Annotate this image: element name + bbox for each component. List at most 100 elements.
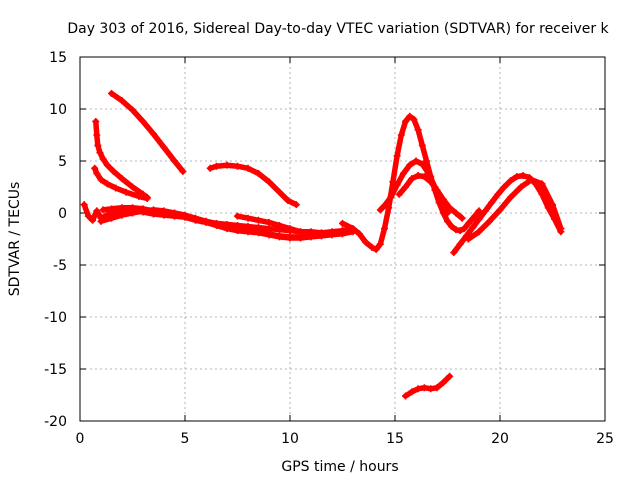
series-arc-4 (207, 162, 300, 208)
data-point (192, 216, 199, 224)
data-point (276, 188, 283, 196)
grid-layer (80, 57, 605, 421)
data-point (143, 194, 151, 202)
data-point (91, 164, 99, 172)
data-point (171, 157, 178, 165)
data-point (414, 172, 422, 180)
data-point (475, 207, 483, 215)
series-arc-11-points (395, 172, 466, 222)
data-point (80, 201, 88, 209)
data-point (544, 204, 552, 212)
data-point (150, 130, 157, 138)
data-point (150, 207, 157, 215)
data-point (433, 186, 441, 194)
data-point (93, 169, 101, 177)
data-point (452, 226, 460, 234)
series-arc-1-points (108, 89, 187, 175)
data-point (446, 372, 454, 380)
data-point (448, 223, 456, 231)
data-point (160, 209, 168, 217)
data-point (349, 225, 357, 233)
data-point (481, 207, 489, 215)
data-point (450, 249, 458, 257)
data-point (89, 216, 97, 224)
x-tick-label: 15 (386, 431, 404, 447)
data-point (414, 126, 422, 134)
data-point (286, 225, 294, 233)
data-point (265, 218, 273, 226)
data-point (276, 233, 283, 241)
data-point (402, 183, 409, 191)
data-point (410, 115, 418, 123)
data-point (460, 225, 468, 233)
data-point (418, 141, 426, 149)
data-point (389, 178, 397, 186)
y-tick-label: 10 (49, 102, 67, 118)
y-tick-label: -15 (44, 362, 67, 378)
series-arc-13 (465, 176, 564, 242)
data-point (118, 175, 126, 183)
series-arc-12 (451, 172, 564, 256)
data-point (427, 385, 435, 393)
y-tick-label: 5 (58, 154, 67, 170)
y-tick-label: 0 (58, 206, 67, 222)
data-point (395, 190, 403, 198)
data-point (465, 235, 472, 243)
data-point (427, 178, 435, 186)
data-point (446, 204, 454, 212)
y-tick-label: -5 (53, 258, 67, 274)
data-point (202, 218, 210, 226)
data-point (376, 240, 384, 248)
data-point (433, 384, 441, 392)
data-point (276, 221, 283, 229)
data-point (381, 225, 388, 233)
chart-title: Day 303 of 2016, Sidereal Day-to-day VTE… (67, 21, 609, 37)
data-point (255, 216, 262, 224)
data-point (234, 227, 241, 235)
data-point (418, 160, 426, 168)
data-point (265, 178, 273, 186)
data-point (439, 379, 447, 387)
data-point (385, 204, 393, 212)
data-point (408, 388, 416, 396)
data-point (110, 167, 118, 175)
data-point (213, 221, 220, 229)
data-point (118, 211, 126, 219)
data-point (139, 117, 147, 125)
data-point (469, 224, 477, 232)
data-point (292, 201, 300, 209)
data-point (97, 217, 105, 225)
data-point (129, 204, 136, 212)
data-point (500, 183, 508, 191)
x-tick-label: 0 (76, 431, 85, 447)
series-arc-4-points (206, 161, 300, 209)
data-point (368, 243, 376, 251)
data-point (181, 213, 189, 221)
data-point (423, 157, 430, 165)
y-tick-label: -20 (44, 414, 67, 430)
data-point (486, 217, 493, 225)
data-point (488, 199, 496, 207)
data-point (406, 161, 414, 169)
data-point (507, 193, 514, 201)
data-point (93, 131, 101, 139)
data-point (234, 212, 241, 220)
data-point (96, 149, 104, 157)
data-point (465, 219, 472, 227)
data-point (475, 228, 483, 236)
data-point (99, 155, 107, 163)
data-point (513, 173, 521, 181)
data-point (99, 206, 107, 214)
y-tick-label: 15 (49, 50, 67, 66)
data-point (328, 229, 336, 237)
data-point (538, 180, 546, 188)
data-point (244, 228, 252, 236)
data-point (84, 212, 92, 220)
data-point (444, 209, 451, 217)
data-point (307, 230, 315, 238)
data-point (393, 152, 401, 160)
data-point (456, 240, 464, 248)
data-point (255, 229, 262, 237)
data-point (549, 201, 556, 209)
data-point (118, 204, 126, 212)
